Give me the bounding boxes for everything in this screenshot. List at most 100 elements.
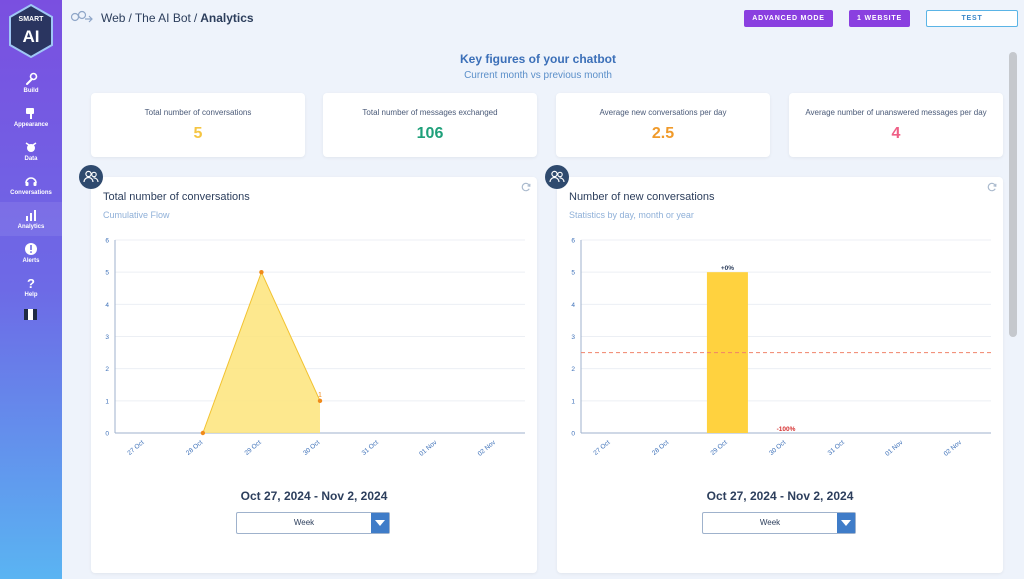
x-tick-label: 01 Nov [884, 439, 905, 458]
kpi-label: Total number of messages exchanged [362, 108, 498, 117]
x-tick-label: 27 Oct [592, 439, 611, 457]
svg-text:?: ? [27, 276, 35, 290]
data-point [200, 430, 206, 436]
question-icon: ? [27, 276, 35, 290]
x-tick-label: 02 Nov [943, 439, 964, 458]
sidebar-item-help[interactable]: ? Help [0, 270, 62, 304]
test-button[interactable]: TEST [926, 10, 1018, 27]
users-icon [79, 165, 103, 189]
period-select[interactable]: Week [236, 512, 390, 534]
x-tick-label: 02 Nov [477, 439, 498, 458]
sidebar-item-alerts[interactable]: Alerts [0, 236, 62, 270]
sidebar-item-analytics[interactable]: Analytics [0, 202, 62, 236]
sidebar-item-label: Alerts [22, 258, 40, 264]
data-point [317, 398, 323, 404]
y-tick-label: 5 [105, 270, 109, 277]
y-tick-label: 6 [105, 238, 109, 245]
key-figures-subtitle: Current month vs previous month [464, 70, 612, 81]
sidebar-item-label: Analytics [17, 224, 45, 230]
breadcrumb-bot[interactable]: The AI Bot [134, 11, 191, 25]
bar-label: +0% [721, 265, 734, 272]
kpi-label: Average new conversations per day [599, 108, 727, 117]
y-tick-label: 3 [105, 334, 109, 341]
logo-main-text: AI [23, 27, 40, 46]
panel-title: Total number of conversations [103, 191, 250, 203]
y-tick-label: 0 [571, 431, 575, 438]
sidebar-item-label: Data [24, 156, 38, 162]
sidebar-item-data[interactable]: Data [0, 134, 62, 168]
period-select-value: Week [759, 518, 781, 527]
kpi-value: 5 [193, 125, 203, 142]
sidebar-item-build[interactable]: Build [0, 66, 62, 100]
page-scrollbar[interactable] [1007, 38, 1019, 579]
refresh-icon[interactable] [521, 182, 531, 192]
kpi-card-unanswered: Average number of unanswered messages pe… [789, 93, 1003, 157]
bar-chart-icon [26, 210, 36, 221]
alert-icon [25, 243, 37, 255]
sidebar-item-conversations[interactable]: Conversations [0, 168, 62, 202]
x-tick-label: 01 Nov [418, 439, 439, 458]
date-range: Oct 27, 2024 - Nov 2, 2024 [240, 489, 388, 503]
data-point [259, 269, 264, 275]
y-tick-label: 0 [105, 431, 109, 438]
palette-icon [26, 108, 34, 119]
sidebar-item-label: Appearance [13, 122, 49, 128]
chart-panel-total-conversations: Total number of conversations Cumulative… [91, 177, 537, 573]
y-tick-label: 6 [571, 238, 575, 245]
y-tick-label: 5 [571, 270, 575, 277]
sidebar-item-appearance[interactable]: Appearance [0, 100, 62, 134]
kpi-label: Total number of conversations [144, 108, 252, 117]
bar [706, 272, 748, 433]
date-range: Oct 27, 2024 - Nov 2, 2024 [706, 489, 854, 503]
logo-top-text: SMART [19, 16, 45, 23]
breadcrumb-current: Analytics [200, 11, 254, 25]
kpi-value: 2.5 [651, 125, 675, 142]
kpi-label: Average number of unanswered messages pe… [805, 108, 987, 117]
x-tick-label: 30 Oct [302, 439, 321, 457]
users-icon [545, 165, 569, 189]
chevron-down-icon[interactable] [837, 513, 855, 533]
x-tick-label: 30 Oct [768, 439, 787, 457]
panel-title: Number of new conversations [569, 191, 715, 203]
y-tick-label: 4 [105, 302, 109, 309]
website-button[interactable]: 1 WEBSITE [849, 10, 910, 27]
smart-ai-logo[interactable]: SMART AI [8, 4, 54, 58]
kpi-value: 106 [416, 125, 444, 142]
area-chart: 0 1 2 3 4 5 6 27 Oct 28 Oct 29 Oct 30 Oct 31 Oct 01 … [105, 238, 525, 458]
y-tick-label: 3 [571, 334, 575, 341]
x-tick-label: 28 Oct [651, 439, 670, 457]
breadcrumb-separator: / [193, 11, 198, 25]
chevron-down-icon[interactable] [371, 513, 389, 533]
data-label: 1 [318, 392, 322, 399]
advanced-mode-button[interactable]: ADVANCED MODE [744, 10, 833, 27]
period-select-value: Week [293, 518, 315, 527]
y-tick-label: 2 [571, 366, 575, 373]
kpi-card-conversations: Total number of conversations 5 [91, 93, 305, 157]
x-tick-label: 31 Oct [361, 439, 380, 457]
refresh-icon[interactable] [987, 182, 997, 192]
period-select[interactable]: Week [702, 512, 856, 534]
x-tick-label: 29 Oct [244, 439, 263, 457]
x-tick-label: 27 Oct [126, 439, 145, 457]
y-tick-label: 1 [105, 398, 109, 405]
x-tick-label: 28 Oct [185, 439, 204, 457]
breadcrumb-separator: / [128, 11, 132, 25]
language-flag-icon[interactable] [24, 309, 37, 320]
sidebar-nav: Build Appearance Data Conversations Anal… [0, 66, 62, 304]
chart-panel-new-conversations: Number of new conversations Statistics b… [557, 177, 1003, 573]
kpi-card-messages: Total number of messages exchanged 106 [323, 93, 537, 157]
wrench-icon [26, 72, 38, 85]
x-tick-label: 29 Oct [710, 439, 729, 457]
y-tick-label: 1 [571, 398, 575, 405]
breadcrumb-web[interactable]: Web [101, 11, 126, 25]
scrollbar-thumb[interactable] [1009, 52, 1017, 337]
breadcrumb: Web / The AI Bot / Analytics [101, 11, 254, 25]
bar-label: -100% [777, 426, 796, 433]
kpi-value: 4 [891, 125, 901, 142]
x-tick-label: 31 Oct [827, 439, 846, 457]
sidebar-item-label: Build [23, 88, 39, 94]
area-fill [202, 272, 320, 433]
y-tick-label: 2 [105, 366, 109, 373]
panel-subtitle: Cumulative Flow [103, 210, 170, 220]
sidebar-item-label: Conversations [10, 190, 52, 196]
